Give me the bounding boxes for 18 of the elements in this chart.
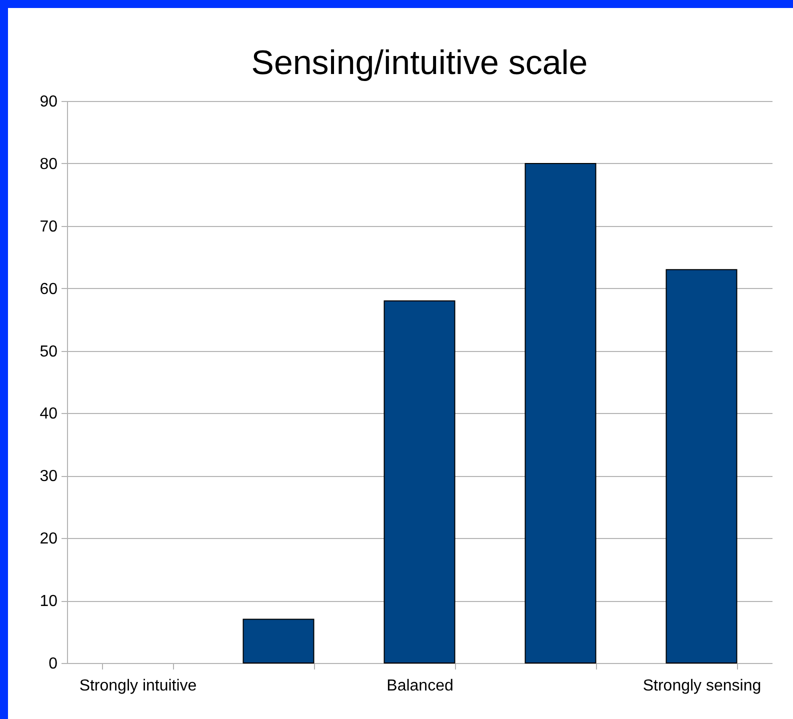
chart-title: Sensing/intuitive scale xyxy=(251,44,588,82)
bar xyxy=(666,269,738,664)
bar xyxy=(384,300,456,664)
y-tick-label: 40 xyxy=(40,406,58,423)
y-tick-label: 60 xyxy=(40,280,58,298)
y-tick-label: 80 xyxy=(40,156,58,173)
y-tick-label: 10 xyxy=(40,593,58,610)
x-tick-label: Strongly sensing xyxy=(642,678,762,694)
y-tick-label: 20 xyxy=(40,530,58,548)
bar xyxy=(242,618,314,664)
bar xyxy=(524,162,596,664)
y-tick-label: 50 xyxy=(40,343,58,360)
y-tick-label: 70 xyxy=(40,218,58,236)
y-tick-label: 90 xyxy=(40,94,58,110)
x-tick-label: Strongly intuitive xyxy=(79,678,197,694)
y-tick-label: 30 xyxy=(40,468,58,486)
y-tick-label: 0 xyxy=(48,656,58,672)
x-tick-label: Balanced xyxy=(386,678,454,694)
